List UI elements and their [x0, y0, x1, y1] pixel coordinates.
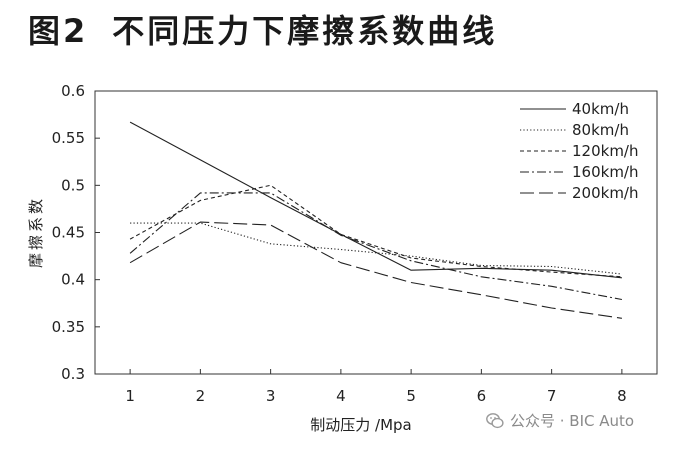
figure-number: 图2 — [28, 12, 89, 50]
legend: 40km/h 80km/h 120km/h 160km/h 200km/h — [520, 100, 639, 202]
x-tick-label: 2 — [196, 387, 206, 405]
y-tick-label: 0.4 — [61, 271, 85, 289]
x-axis-label: 制动压力 /Mpa — [310, 416, 411, 434]
y-axis: 0.3 0.35 0.4 0.45 0.5 0.55 0.6 — [52, 82, 100, 383]
x-tick-label: 8 — [617, 387, 627, 405]
y-tick-label: 0.55 — [52, 129, 85, 147]
series-line-80km-h — [130, 222, 622, 275]
figure-title-text: 不同压力下摩擦系数曲线 — [112, 12, 498, 50]
x-tick-label: 5 — [406, 387, 416, 405]
x-tick-label: 1 — [125, 387, 135, 405]
legend-entry-label: 160km/h — [572, 163, 639, 181]
y-tick-label: 0.6 — [61, 82, 85, 100]
figure-title: 图2 不同压力下摩擦系数曲线 — [28, 6, 497, 52]
series-line-200km-h — [129, 221, 622, 319]
series-line-160km-h — [129, 192, 623, 301]
y-tick-label: 0.5 — [61, 176, 85, 194]
wechat-icon — [486, 412, 504, 428]
x-tick-label: 4 — [336, 387, 346, 405]
series-line-40km-h — [129, 121, 622, 279]
y-axis-label: 摩擦系数 — [27, 196, 45, 268]
legend-entry-label: 200km/h — [572, 184, 639, 202]
legend-entry-label: 120km/h — [572, 142, 639, 160]
x-axis: 1 2 3 4 5 6 7 8 — [125, 369, 627, 405]
x-tick-label: 6 — [477, 387, 487, 405]
y-tick-label: 0.45 — [52, 224, 85, 242]
watermark: 公众号 · BIC Auto — [486, 410, 634, 431]
series-line-120km-h — [129, 184, 622, 278]
x-tick-label: 3 — [266, 387, 276, 405]
legend-entry-label: 40km/h — [572, 100, 629, 118]
y-tick-label: 0.3 — [61, 365, 85, 383]
series-lines — [129, 121, 623, 319]
watermark-text: 公众号 · BIC Auto — [510, 412, 635, 430]
y-tick-label: 0.35 — [52, 318, 85, 336]
x-tick-label: 7 — [547, 387, 557, 405]
legend-entry-label: 80km/h — [572, 121, 629, 139]
